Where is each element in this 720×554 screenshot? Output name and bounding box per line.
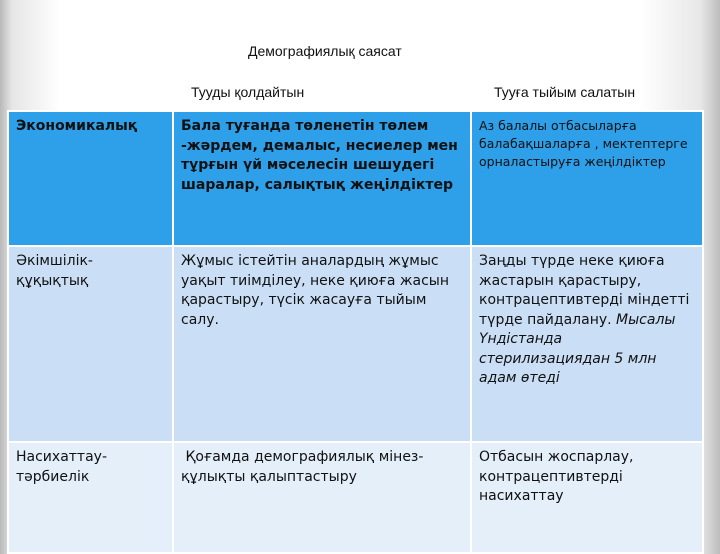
table-row: Әкімшілік-құқықтық Жұмыс істейтін аналар… (7, 245, 704, 443)
restrict-text: Заңды түрде неке қиюға жастарын қарастыр… (479, 253, 690, 328)
table-row: Экономикалық Бала туғанда төленетін төле… (7, 110, 704, 247)
column-header-restrict: Тууға тыйым салатын (494, 84, 636, 100)
slide-title: Демографиялық саясат (248, 43, 402, 59)
restrict-cell: Заңды түрде неке қиюға жастарын қарастыр… (470, 245, 704, 443)
column-header-support: Тууды қолдайтын (191, 84, 305, 100)
restrict-example: Мысалы Үндістанда стерилизациядан 5 млн … (479, 311, 676, 387)
restrict-cell: Отбасын жоспарлау, контрацептивтерді нас… (470, 441, 704, 554)
support-cell: Қоғамда демографиялық мінез-құлықты қалы… (172, 441, 472, 554)
category-cell: Экономикалық (7, 110, 174, 247)
category-cell: Насихаттау-тәрбиелік (7, 441, 174, 554)
support-cell: Жұмыс істейтін аналардың жұмыс уақыт тиі… (172, 245, 472, 443)
table-row: Насихаттау-тәрбиелік Қоғамда демографиял… (7, 441, 704, 554)
support-cell: Бала туғанда төленетін төлем -жәрдем, де… (172, 110, 472, 247)
category-cell: Әкімшілік-құқықтық (7, 245, 174, 443)
policy-table: Экономикалық Бала туғанда төленетін төле… (7, 110, 704, 554)
restrict-cell: Аз балалы отбасыларға балабақшаларға , м… (470, 110, 704, 247)
